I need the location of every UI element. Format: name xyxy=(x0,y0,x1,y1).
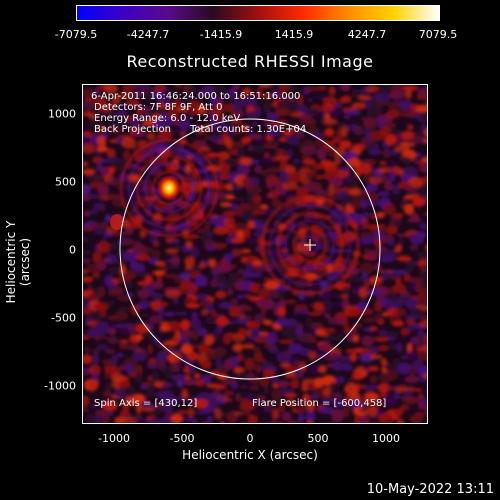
y-tick-label: -1000 xyxy=(44,379,76,393)
overlay-spin-axis: Spin Axis = [430,12] xyxy=(94,398,198,409)
y-tick-label: 500 xyxy=(55,175,76,189)
solar-limb-circle xyxy=(119,118,381,380)
colorbar-tick: -7079.5 xyxy=(54,28,98,41)
colorbar-tick: 4247.7 xyxy=(347,28,387,41)
overlay-flare-position: Flare Position = [-600,458] xyxy=(252,398,387,409)
y-tick-label: 0 xyxy=(69,243,76,257)
timestamp: 10-May-2022 13:11 xyxy=(366,482,494,497)
overlay-energy-range: Energy Range: 6.0 - 12.0 keV xyxy=(94,113,241,124)
x-tick-label: 500 xyxy=(307,432,329,445)
colorbar-tick: -4247.7 xyxy=(126,28,170,41)
overlay-time-range: 6-Apr-2011 16:46:24.000 to 16:51:16.000 xyxy=(91,91,301,102)
x-tick-label: -500 xyxy=(169,432,195,445)
crosshair-marker xyxy=(304,239,316,251)
x-axis-label: Heliocentric X (arcsec) xyxy=(182,448,318,462)
solar-image-plot: 6-Apr-2011 16:46:24.000 to 16:51:16.000 … xyxy=(82,84,428,424)
x-tick-label: -1000 xyxy=(98,432,130,445)
overlay-method: Back Projection xyxy=(94,124,171,135)
colorbar-tick: -1415.9 xyxy=(199,28,243,41)
x-tick-label: 0 xyxy=(246,432,254,445)
colorbar xyxy=(76,5,440,21)
colorbar-tick: 1415.9 xyxy=(274,28,314,41)
y-tick-label: -500 xyxy=(51,311,76,325)
y-tick-label: 1000 xyxy=(48,107,76,121)
x-tick-label: 1000 xyxy=(372,432,400,445)
colorbar-tick: 7079.5 xyxy=(418,28,458,41)
flare-source xyxy=(157,175,181,201)
reconstructed-image xyxy=(83,85,427,423)
overlay-detectors: Detectors: 7F 8F 9F, Att 0 xyxy=(94,102,223,113)
y-axis-label: Heliocentric Y (arcsec) xyxy=(4,220,32,304)
overlay-total-counts: Total counts: 1.30E+04 xyxy=(190,124,307,135)
image-title: Reconstructed RHESSI Image xyxy=(126,52,374,71)
